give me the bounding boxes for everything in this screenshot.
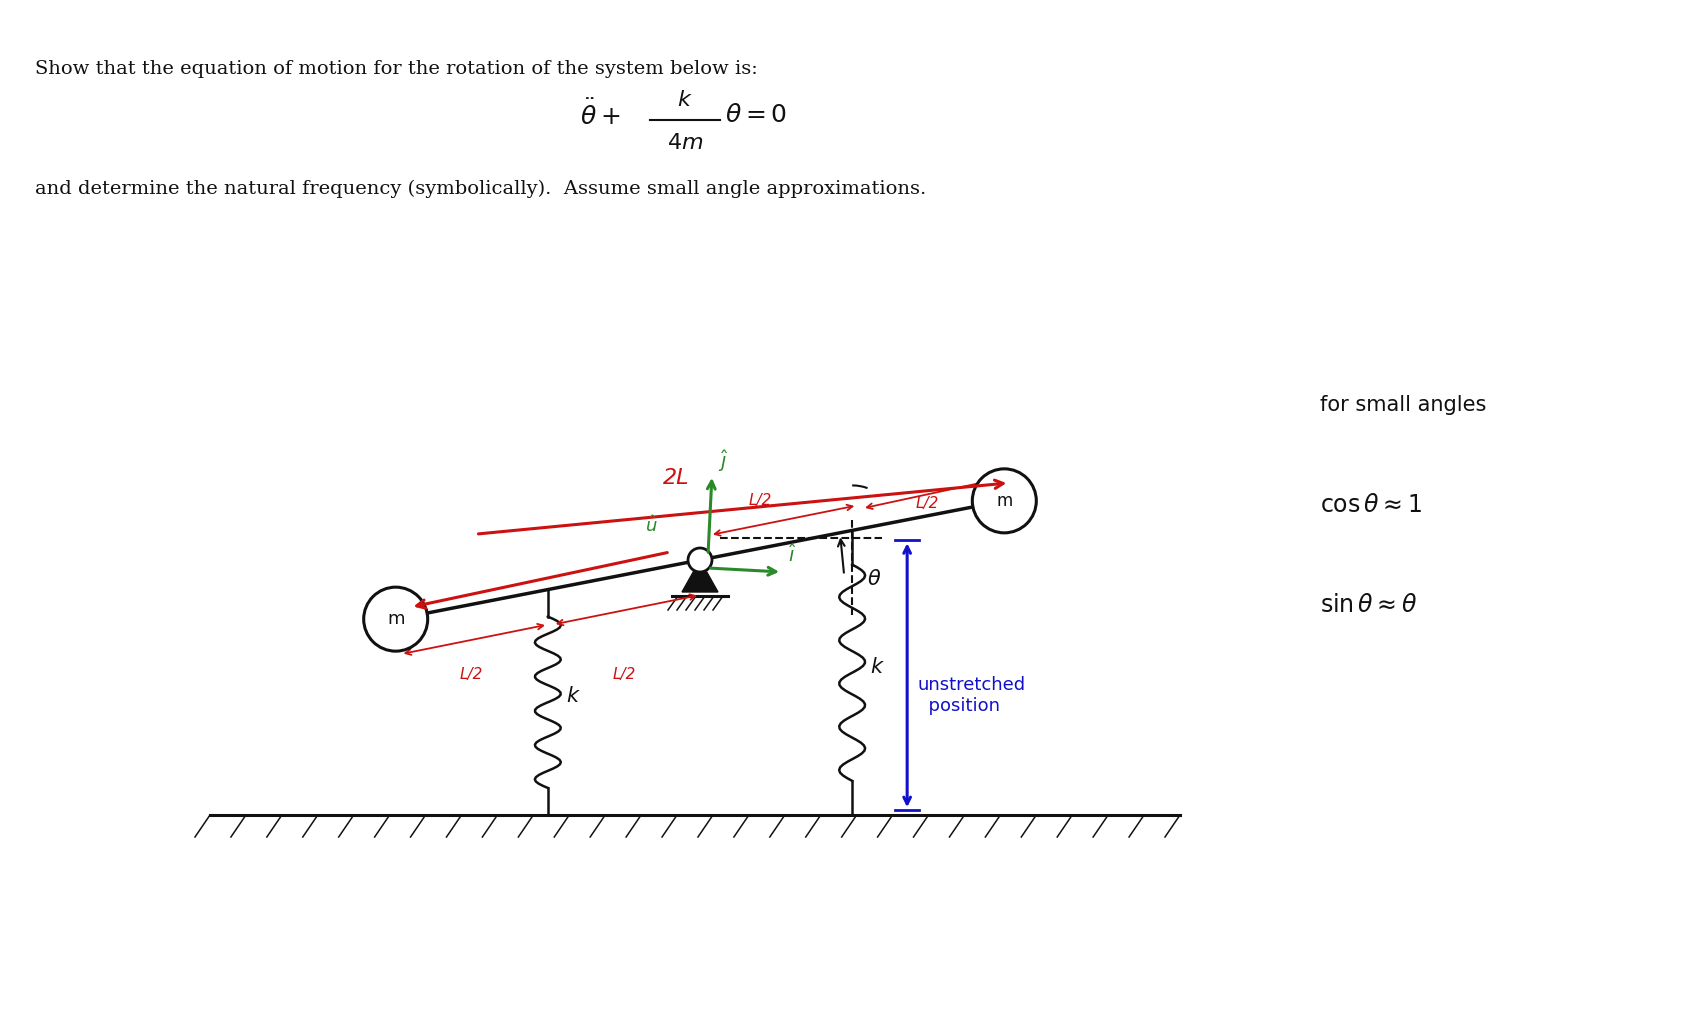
Text: L/2: L/2: [748, 493, 772, 508]
Circle shape: [687, 548, 713, 572]
Text: 2L: 2L: [662, 468, 689, 487]
Text: $4m$: $4m$: [667, 132, 703, 154]
Polygon shape: [682, 560, 718, 592]
Text: $\hat{\jmath}$: $\hat{\jmath}$: [718, 448, 728, 474]
Text: L/2: L/2: [611, 667, 635, 682]
Circle shape: [363, 587, 427, 652]
Text: $\theta = 0$: $\theta = 0$: [725, 104, 787, 127]
Text: k: k: [566, 686, 578, 706]
Text: m: m: [387, 610, 404, 628]
Text: $\hat{\imath}$: $\hat{\imath}$: [789, 544, 797, 566]
Text: $k$: $k$: [677, 89, 692, 111]
Text: m: m: [997, 492, 1012, 510]
Text: for small angles: for small angles: [1321, 395, 1486, 415]
Text: unstretched
  position: unstretched position: [917, 676, 1025, 715]
Text: $\cos\theta \approx 1$: $\cos\theta \approx 1$: [1321, 493, 1422, 517]
Text: $\ddot{\theta}+$: $\ddot{\theta}+$: [579, 100, 620, 130]
Text: $\hat{u}$: $\hat{u}$: [645, 516, 657, 536]
Text: k: k: [870, 657, 882, 677]
Text: $\theta$: $\theta$: [866, 569, 882, 590]
Circle shape: [973, 469, 1037, 533]
Text: Show that the equation of motion for the rotation of the system below is:: Show that the equation of motion for the…: [35, 60, 758, 78]
Text: and determine the natural frequency (symbolically).  Assume small angle approxim: and determine the natural frequency (sym…: [35, 180, 926, 198]
Text: $\sin\theta \approx \theta$: $\sin\theta \approx \theta$: [1321, 593, 1417, 617]
Text: L/2: L/2: [459, 667, 483, 682]
Text: L/2: L/2: [915, 496, 939, 512]
